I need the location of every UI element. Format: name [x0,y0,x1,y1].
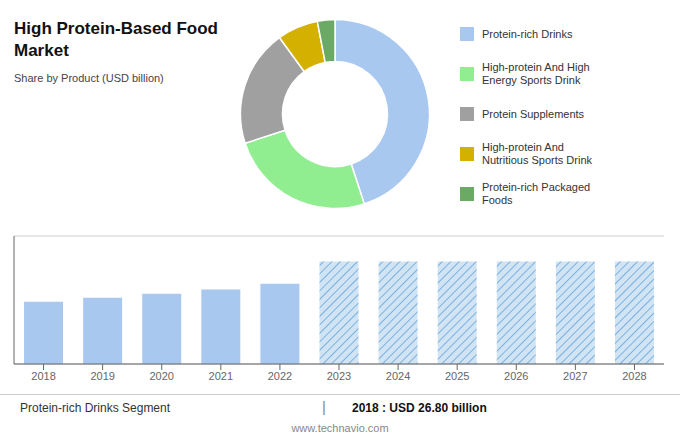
svg-text:2018: 2018 [31,370,55,382]
svg-text:2026: 2026 [504,370,528,382]
html-text:Market: Market [14,41,69,60]
svg-text:2022: 2022 [268,370,292,382]
svg-text:2020: 2020 [149,370,173,382]
svg-text:2028: 2028 [622,370,646,382]
html-text:www.technavio.com: www.technavio.com [291,422,389,434]
svg-text:2025: 2025 [445,370,469,382]
html-text:Foods: Foods [482,194,513,206]
html-text:Share by Product (USD billion): Share by Product (USD billion) [14,72,164,84]
html-text:Protein-rich Drinks: Protein-rich Drinks [482,27,573,40]
html-text:Protein Supplements: Protein Supplements [482,107,585,120]
html-text:High-protein And: High-protein And [482,141,564,153]
html-text:High-protein And High: High-protein And High [482,61,590,73]
svg-text:2019: 2019 [90,370,114,382]
html-text:High Protein-Based Food: High Protein-Based Food [14,19,218,38]
html-text:2018 : USD 26.80 billion: 2018 : USD 26.80 billion [352,401,487,415]
html-text:Protein-rich Packaged: Protein-rich Packaged [482,181,591,193]
svg-text:2027: 2027 [563,370,587,382]
html-text:Nutritious Sports Drink: Nutritious Sports Drink [482,154,592,166]
svg-text:2024: 2024 [386,370,410,382]
html-text:Protein-rich Drinks Segment: Protein-rich Drinks Segment [20,401,171,415]
html-text:Energy Sports Drink: Energy Sports Drink [482,74,581,86]
svg-text:2021: 2021 [209,370,233,382]
svg-text:2023: 2023 [327,370,351,382]
